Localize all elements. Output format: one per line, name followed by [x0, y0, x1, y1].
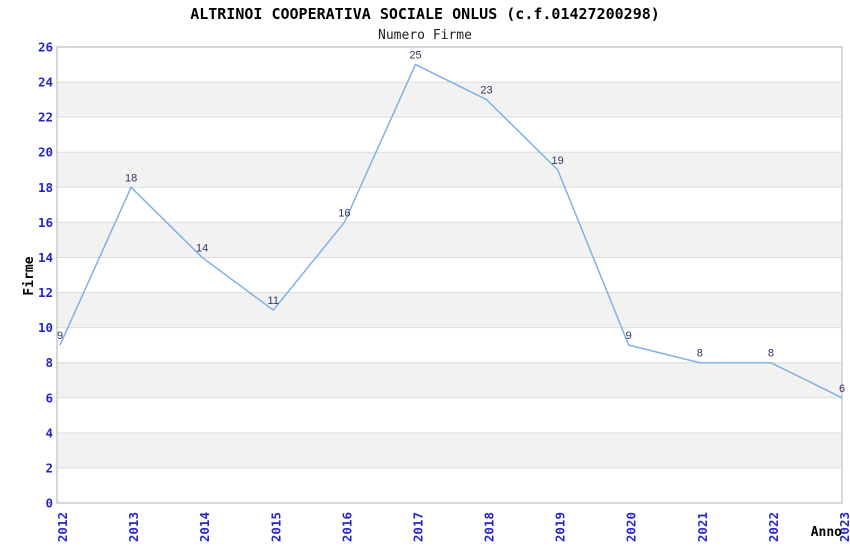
point-labels: 9 18 14 11 16 25 23 19 9 8 8 6: [57, 50, 845, 395]
chart-subtitle: Numero Firme: [378, 28, 472, 43]
band: [57, 222, 842, 258]
y-tick-label: 2: [45, 460, 53, 475]
y-tick-label: 22: [38, 110, 53, 125]
y-tick-label: 24: [38, 75, 53, 90]
x-tick-label: 2022: [766, 512, 781, 542]
y-tick-label: 14: [38, 250, 53, 265]
x-tick-label: 2015: [268, 512, 283, 542]
x-tick-label: 2013: [126, 512, 141, 542]
point-label: 18: [125, 172, 137, 184]
chart-title: ALTRINOI COOPERATIVA SOCIALE ONLUS (c.f.…: [190, 5, 660, 23]
x-tick-label: 2018: [482, 512, 497, 542]
point-label: 19: [552, 155, 564, 167]
point-label: 23: [480, 85, 492, 97]
y-tick-label: 16: [38, 215, 53, 230]
y-tick-label: 26: [38, 40, 53, 55]
band: [57, 152, 842, 188]
x-tick-label: 2023: [837, 512, 850, 542]
y-tick-label: 8: [45, 355, 53, 370]
x-tick-label: 2020: [624, 512, 639, 542]
x-axis-title: Anno: [811, 525, 842, 540]
x-tick-label: 2017: [410, 512, 425, 542]
x-tick-label: 2012: [55, 512, 70, 542]
band: [57, 362, 842, 398]
point-label: 16: [338, 207, 350, 219]
x-tick-label: 2021: [695, 512, 710, 542]
y-tick-label: 20: [38, 145, 53, 160]
y-tick-label: 10: [38, 320, 53, 335]
plot-bands: [57, 82, 842, 468]
point-label: 25: [409, 50, 421, 62]
y-tick-label: 6: [45, 390, 53, 405]
point-label: 8: [697, 348, 703, 360]
point-label: 6: [839, 383, 845, 395]
point-label: 8: [768, 348, 774, 360]
plot-border: [56, 46, 843, 504]
x-tick-label: 2019: [553, 512, 568, 542]
y-tick-label: 18: [38, 180, 53, 195]
y-tick-label: 12: [38, 285, 53, 300]
x-tick-label: 2014: [197, 512, 212, 542]
grid-lines: [57, 81, 842, 469]
x-tick-label: 2016: [339, 512, 354, 542]
y-tick-label: 4: [45, 425, 53, 440]
y-tick-label: 0: [45, 496, 53, 511]
band: [57, 82, 842, 118]
point-label: 9: [57, 330, 63, 342]
x-axis-tick-labels: 2012 2013 2014 2015 2016 2017 2018 2019 2020 2021…: [55, 512, 850, 542]
band: [57, 432, 842, 468]
point-label: 11: [268, 295, 279, 307]
band: [57, 292, 842, 328]
y-axis-title: Firme: [22, 256, 37, 295]
series-line: [59, 63, 843, 399]
point-label: 14: [196, 242, 208, 254]
point-label: 9: [626, 330, 632, 342]
